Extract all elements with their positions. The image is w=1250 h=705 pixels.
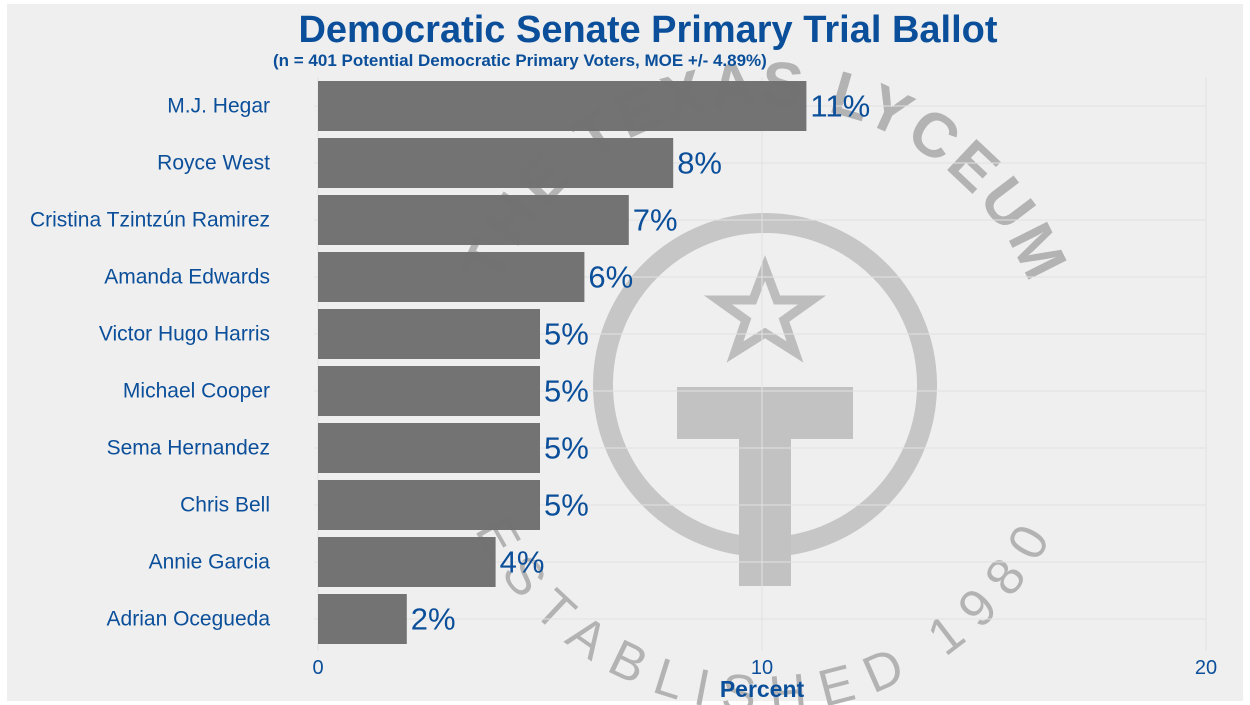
category-label: Royce West: [157, 152, 270, 175]
category-label: Amanda Edwards: [104, 266, 270, 289]
data-label: 6%: [588, 260, 633, 295]
bar: [318, 423, 540, 473]
category-labels: M.J. Hegar Royce West Cristina Tzintzún Ra…: [30, 95, 270, 631]
data-label: 2%: [411, 602, 456, 637]
data-labels: 11% 8% 7%6% 5% 5% 5% 5% 4% 2%: [411, 89, 870, 637]
bar: [318, 195, 629, 245]
category-label: Adrian Ocegueda: [107, 608, 271, 631]
category-label: Michael Cooper: [123, 380, 270, 403]
bar: [318, 594, 407, 644]
data-label: 5%: [544, 431, 589, 466]
x-tick-label: 20: [1195, 657, 1217, 679]
category-label: Cristina Tzintzún Ramirez: [30, 209, 270, 232]
x-axis-title: Percent: [720, 676, 805, 702]
bars: [318, 81, 807, 644]
data-label: 8%: [677, 146, 722, 181]
category-label: M.J. Hegar: [167, 95, 270, 118]
bar: [318, 366, 540, 416]
bar: [318, 138, 674, 188]
data-label: 5%: [544, 374, 589, 409]
category-label: Sema Hernandez: [107, 437, 270, 460]
x-tick-label: 0: [312, 657, 323, 679]
category-label: Victor Hugo Harris: [99, 323, 270, 346]
data-label: 5%: [544, 488, 589, 523]
bar: [318, 81, 807, 131]
data-label: 5%: [544, 317, 589, 352]
data-label: 11%: [810, 89, 870, 124]
x-tick-labels: 0 10 20: [312, 657, 1217, 679]
bar: [318, 537, 496, 587]
x-tick-label: 10: [751, 657, 773, 679]
t-monogram-icon: [677, 387, 853, 586]
data-label: 4%: [500, 545, 545, 580]
data-label: 7%: [633, 203, 678, 238]
bar: [318, 480, 540, 530]
chart-subtitle: (n = 401 Potential Democratic Primary Vo…: [273, 51, 767, 70]
chart-title: Democratic Senate Primary Trial Ballot: [298, 9, 997, 51]
bar: [318, 309, 540, 359]
bar: [318, 252, 585, 302]
category-label: Chris Bell: [180, 494, 270, 517]
category-label: Annie Garcia: [149, 551, 271, 574]
star-icon: [703, 255, 827, 363]
